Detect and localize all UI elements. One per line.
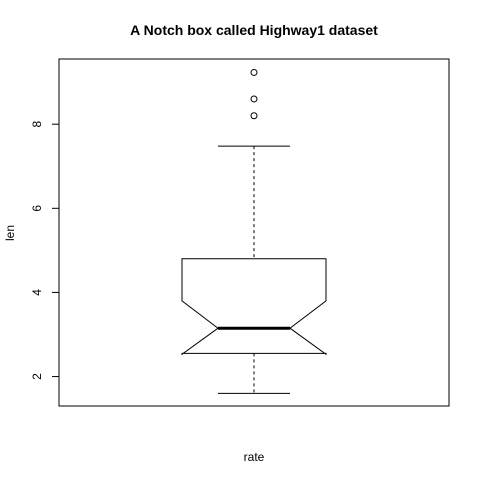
y-axis-label: len [3, 225, 17, 241]
x-axis-label: rate [244, 450, 265, 464]
chart-title: A Notch box called Highway1 dataset [130, 22, 378, 38]
outlier-point [250, 95, 258, 103]
outlier-point [250, 112, 258, 120]
plot-frame [58, 58, 450, 407]
y-tick-label: 2 [30, 373, 44, 380]
y-axis: 2 4 6 8 [30, 121, 59, 380]
y-tick-label: 6 [30, 205, 44, 212]
notched-box [181, 258, 327, 356]
y-tick-label: 8 [30, 121, 44, 128]
y-tick-label: 4 [30, 289, 44, 296]
box-plot [181, 68, 327, 394]
outlier-point [250, 68, 258, 76]
